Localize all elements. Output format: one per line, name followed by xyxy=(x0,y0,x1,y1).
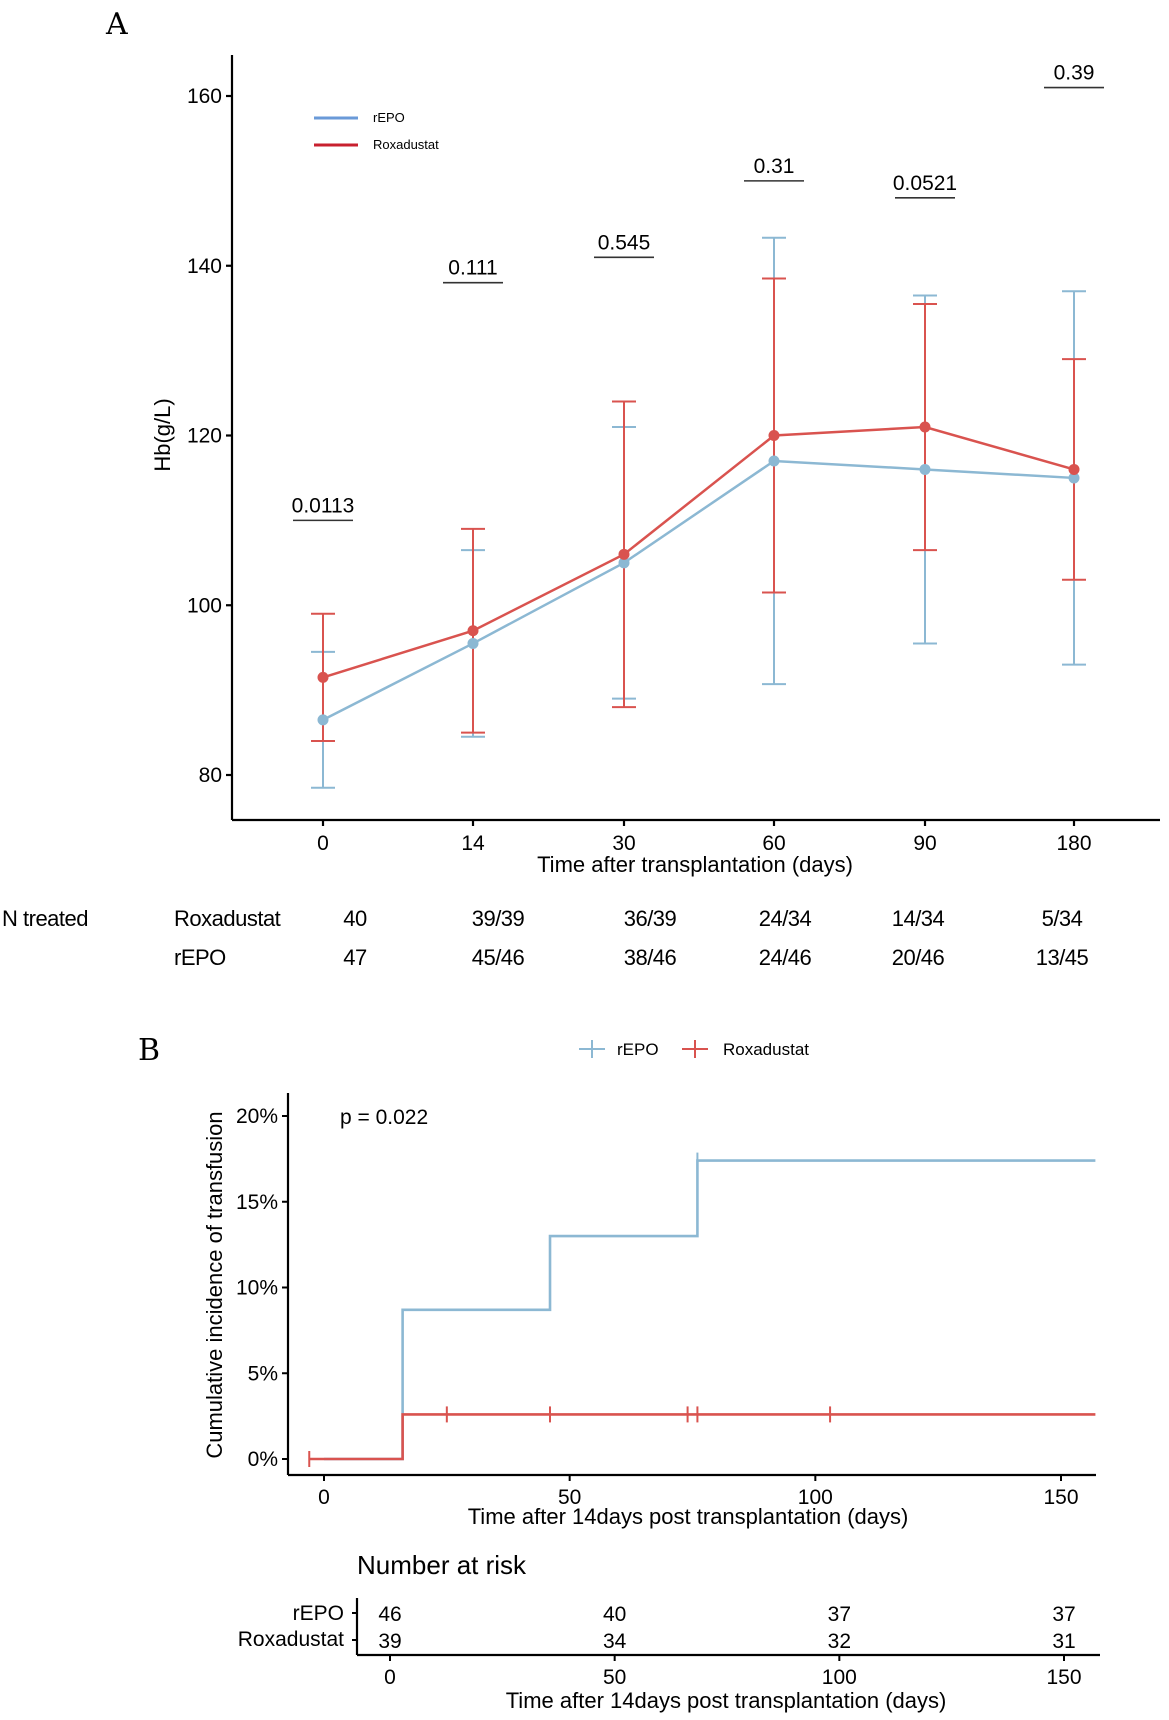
x-tick-label: 150 xyxy=(1043,1486,1078,1509)
risk-count: 32 xyxy=(828,1630,851,1653)
n-treated-group-roxadustat: Roxadustat xyxy=(174,906,281,931)
data-point-repo xyxy=(919,463,931,475)
n-treated-table: N treated Roxadustat rEPO 40 39/39 36/39 24… xyxy=(2,906,1089,970)
legend-label-repo: rEPO xyxy=(617,1040,659,1059)
p-value-label: 0.39 xyxy=(1054,62,1095,85)
legend-label-repo: rEPO xyxy=(373,110,405,125)
data-point-roxadustat xyxy=(467,625,479,637)
n-treated-cell: 20/46 xyxy=(892,945,945,970)
x-tick-label: 180 xyxy=(1056,832,1091,855)
x-axis-title: Time after 14days post transplantation (… xyxy=(468,1504,909,1529)
data-point-repo xyxy=(317,714,329,726)
risk-x-tick-label: 150 xyxy=(1046,1666,1081,1689)
n-treated-cell: 24/46 xyxy=(759,945,812,970)
legend: rEPO Roxadustat xyxy=(314,110,439,152)
risk-count: 37 xyxy=(828,1603,851,1626)
risk-x-tick-label: 50 xyxy=(603,1666,626,1689)
legend-label-roxadustat: Roxadustat xyxy=(723,1040,809,1059)
y-tick-label: 80 xyxy=(199,764,222,787)
x-tick-label: 90 xyxy=(913,832,936,855)
n-treated-cell: 38/46 xyxy=(624,945,677,970)
risk-x-tick-label: 100 xyxy=(822,1666,857,1689)
data-point-repo xyxy=(1068,472,1080,484)
n-treated-cell: 36/39 xyxy=(624,906,677,931)
data-point-repo xyxy=(768,455,780,467)
risk-count: 37 xyxy=(1052,1603,1075,1626)
y-tick-label: 10% xyxy=(236,1277,278,1300)
n-treated-header: N treated xyxy=(2,906,88,931)
n-treated-cell: 40 xyxy=(343,906,367,931)
legend: rEPO Roxadustat xyxy=(579,1040,809,1059)
y-axis-title: Cumulative incidence of transfusion xyxy=(202,1111,227,1458)
risk-count: 39 xyxy=(378,1630,401,1653)
p-value-label: 0.31 xyxy=(754,155,795,178)
data-point-roxadustat xyxy=(618,548,630,560)
p-value-label: 0.0113 xyxy=(292,494,355,517)
risk-group-roxadustat: Roxadustat xyxy=(238,1628,344,1651)
n-treated-cell: 14/34 xyxy=(892,906,945,931)
n-treated-cell: 47 xyxy=(343,945,367,970)
risk-count: 34 xyxy=(603,1630,627,1653)
data-point-roxadustat xyxy=(919,421,931,433)
p-value-label: 0.111 xyxy=(448,257,497,280)
x-tick-label: 0 xyxy=(317,832,329,855)
risk-group-repo: rEPO xyxy=(293,1602,344,1625)
panel-b-chart: rEPO Roxadustat Cumulative incidence of … xyxy=(202,1040,1100,1713)
series-line-roxadustat xyxy=(322,425,1075,679)
y-tick-label: 100 xyxy=(187,594,222,617)
n-treated-cell: 45/46 xyxy=(472,945,525,970)
panel-b-label: B xyxy=(138,1033,160,1068)
n-treated-cell: 5/34 xyxy=(1042,906,1083,931)
data-point-roxadustat xyxy=(1068,463,1080,475)
y-tick-label: 5% xyxy=(248,1362,278,1385)
data-point-roxadustat xyxy=(768,430,780,441)
y-axis-title: Hb(g/L) xyxy=(150,398,175,471)
risk-x-tick-label: 0 xyxy=(384,1666,396,1689)
y-tick-label: 0% xyxy=(248,1448,278,1471)
x-tick-label: 60 xyxy=(762,832,785,855)
y-tick-label: 15% xyxy=(236,1191,278,1214)
data-point-repo xyxy=(467,637,479,649)
panel-a-chart: Hb(g/L) Time after transplantation (days… xyxy=(2,55,1160,970)
risk-count: 46 xyxy=(378,1603,401,1626)
y-tick-label: 20% xyxy=(236,1105,278,1128)
x-tick-label: 30 xyxy=(612,832,635,855)
risk-table-title: Number at risk xyxy=(357,1550,527,1580)
x-tick-label: 0 xyxy=(318,1486,330,1509)
risk-count: 40 xyxy=(603,1603,626,1626)
panel-a-label: A xyxy=(105,7,128,42)
y-tick-label: 160 xyxy=(187,85,222,108)
n-treated-cell: 13/45 xyxy=(1036,945,1089,970)
risk-x-axis-title: Time after 14days post transplantation (… xyxy=(506,1688,947,1713)
y-tick-label: 140 xyxy=(187,255,222,278)
x-axis-title: Time after transplantation (days) xyxy=(537,852,853,877)
data-point-roxadustat xyxy=(317,671,329,683)
n-treated-cell: 39/39 xyxy=(472,906,525,931)
series-line-repo xyxy=(322,459,1075,721)
p-value-annotation: p = 0.022 xyxy=(340,1106,428,1129)
p-value-label: 0.545 xyxy=(598,231,651,254)
n-treated-group-repo: rEPO xyxy=(174,945,226,970)
x-tick-label: 50 xyxy=(558,1486,581,1509)
n-treated-cell: 24/34 xyxy=(759,906,812,931)
p-value-label: 0.0521 xyxy=(893,172,957,195)
x-tick-label: 14 xyxy=(461,832,485,855)
risk-table: Number at risk rEPO Roxadustat 46 40 37 37 3… xyxy=(238,1550,1100,1713)
y-tick-label: 120 xyxy=(187,425,222,448)
x-tick-label: 100 xyxy=(798,1486,833,1509)
data-point-repo xyxy=(618,557,630,569)
step-curve-roxadustat xyxy=(309,1413,1096,1461)
risk-count: 31 xyxy=(1052,1630,1075,1653)
legend-label-roxadustat: Roxadustat xyxy=(373,137,439,152)
